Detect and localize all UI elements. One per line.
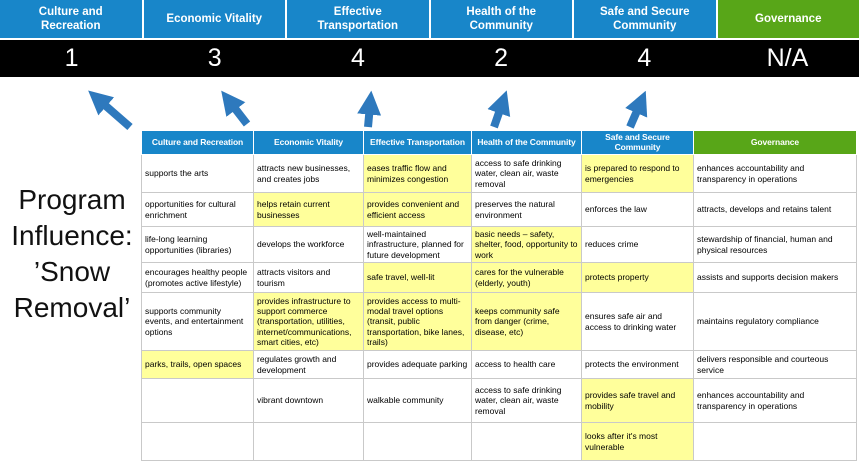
matrix-cell: assists and supports decision makers xyxy=(693,262,857,293)
influence-arrow-5-icon xyxy=(625,90,648,129)
matrix-cell: attracts, develops and retains talent xyxy=(693,192,857,227)
matrix-cell: life-long learning opportunities (librar… xyxy=(141,226,254,263)
priority-header-economic-vitality: Economic Vitality xyxy=(143,0,285,38)
influence-arrow-1-icon xyxy=(88,90,133,131)
influence-matrix: Culture and Recreation Economic Vitality E… xyxy=(141,130,857,461)
matrix-cell: cares for the vulnerable (elderly, youth… xyxy=(471,262,582,293)
matrix-cell: preserves the natural environment xyxy=(471,192,582,227)
matrix-header-effective-transportation: Effective Transportation xyxy=(363,130,472,155)
matrix-cell: enhances accountability and transparency… xyxy=(693,378,857,423)
matrix-cell: provides safe travel and mobility xyxy=(581,378,694,423)
matrix-cell: attracts visitors and tourism xyxy=(253,262,364,293)
score-effective-transportation: 4 xyxy=(350,44,365,72)
priority-header-culture-and-recreation: Culture and Recreation xyxy=(0,0,142,38)
matrix-cell: well-maintained infrastructure, planned … xyxy=(363,226,472,263)
title-line: Influence: xyxy=(11,220,133,251)
matrix-cell: access to health care xyxy=(471,350,582,379)
matrix-row: looks after it's most vulnerable xyxy=(141,422,857,461)
score-health-of-the-community: 2 xyxy=(494,44,509,72)
page-title: Program Influence: ’Snow Removal’ xyxy=(1,182,143,326)
score-band: 1 3 4 2 4 N/A xyxy=(0,40,859,77)
matrix-header-culture-and-recreation: Culture and Recreation xyxy=(141,130,254,155)
matrix-cell xyxy=(471,422,582,461)
matrix-cell xyxy=(253,422,364,461)
matrix-cell: enforces the law xyxy=(581,192,694,227)
score-safe-and-secure-community: 4 xyxy=(637,44,652,72)
score-governance: N/A xyxy=(766,44,809,72)
score-culture-and-recreation: 1 xyxy=(64,44,79,72)
matrix-row: encourages healthy people (promotes acti… xyxy=(141,262,857,293)
matrix-cell: maintains regulatory compliance xyxy=(693,292,857,351)
matrix-row: opportunities for cultural enrichment hel… xyxy=(141,192,857,227)
matrix-cell xyxy=(363,422,472,461)
matrix-cell: attracts new businesses, and creates job… xyxy=(253,154,364,193)
matrix-cell: walkable community xyxy=(363,378,472,423)
title-line: Removal’ xyxy=(13,292,131,323)
matrix-cell: helps retain current businesses xyxy=(253,192,364,227)
title-line: Program xyxy=(18,184,126,215)
matrix-cell: basic needs – safety, shelter, food, opp… xyxy=(471,226,582,263)
matrix-cell: stewardship of financial, human and phys… xyxy=(693,226,857,263)
matrix-row: vibrant downtown walkable community access… xyxy=(141,378,857,423)
priority-header-health-of-the-community: Health of the Community xyxy=(430,0,572,38)
matrix-cell: opportunities for cultural enrichment xyxy=(141,192,254,227)
matrix-cell: vibrant downtown xyxy=(253,378,364,423)
matrix-header-safe-and-secure-community: Safe and Secure Community xyxy=(581,130,694,155)
matrix-cell: safe travel, well-lit xyxy=(363,262,472,293)
matrix-cell xyxy=(141,422,254,461)
matrix-cell: keeps community safe from danger (crime,… xyxy=(471,292,582,351)
matrix-row: supports the arts attracts new businesses… xyxy=(141,154,857,193)
priority-header-safe-and-secure-community: Safe and Secure Community xyxy=(574,0,716,38)
matrix-cell: looks after it's most vulnerable xyxy=(581,422,694,461)
matrix-cell: parks, trails, open spaces xyxy=(141,350,254,379)
matrix-row: life-long learning opportunities (librar… xyxy=(141,226,857,263)
matrix-cell: delivers responsible and courteous servi… xyxy=(693,350,857,379)
matrix-cell: develops the workforce xyxy=(253,226,364,263)
matrix-cell: is prepared to respond to emergencies xyxy=(581,154,694,193)
matrix-cell xyxy=(141,378,254,423)
matrix-header-health-of-the-community: Health of the Community xyxy=(471,130,582,155)
title-line: ’Snow xyxy=(33,256,111,287)
matrix-cell: provides adequate parking xyxy=(363,350,472,379)
matrix-cell: access to safe drinking water, clean air… xyxy=(471,154,582,193)
matrix-cell: provides infrastructure to support comme… xyxy=(253,292,364,351)
matrix-cell: enhances accountability and transparency… xyxy=(693,154,857,193)
matrix-row: supports community events, and entertain… xyxy=(141,292,857,351)
matrix-cell: access to safe drinking water, clean air… xyxy=(471,378,582,423)
influence-arrow-4-icon xyxy=(487,90,511,129)
priority-header-effective-transportation: Effective Transportation xyxy=(287,0,429,38)
matrix-cell: provides access to multi-modal travel op… xyxy=(363,292,472,351)
matrix-cell: supports community events, and entertain… xyxy=(141,292,254,351)
matrix-cell: ensures safe air and access to drinking … xyxy=(581,292,694,351)
matrix-cell xyxy=(693,422,857,461)
priority-header-band: Culture and Recreation Economic Vitality E… xyxy=(0,0,859,38)
matrix-cell: provides convenient and efficient access xyxy=(363,192,472,227)
matrix-header-governance: Governance xyxy=(693,130,857,155)
matrix-header-economic-vitality: Economic Vitality xyxy=(253,130,364,155)
matrix-cell: eases traffic flow and minimizes congest… xyxy=(363,154,472,193)
matrix-cell: reduces crime xyxy=(581,226,694,263)
matrix-cell: encourages healthy people (promotes acti… xyxy=(141,262,254,293)
score-economic-vitality: 3 xyxy=(207,44,222,72)
matrix-cell: protects property xyxy=(581,262,694,293)
influence-arrow-2-icon xyxy=(221,90,251,127)
matrix-cell: protects the environment xyxy=(581,350,694,379)
matrix-cell: supports the arts xyxy=(141,154,254,193)
priority-header-governance: Governance xyxy=(717,0,859,38)
matrix-cell: regulates growth and development xyxy=(253,350,364,379)
matrix-row: parks, trails, open spaces regulates grow… xyxy=(141,350,857,379)
influence-arrow-3-icon xyxy=(357,90,382,128)
